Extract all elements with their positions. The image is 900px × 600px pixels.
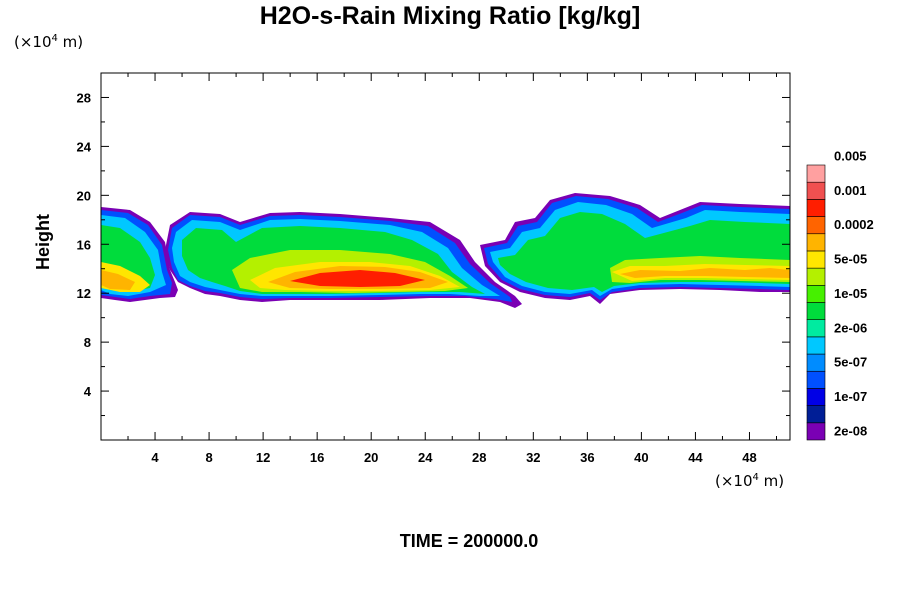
cloud-layer-orange	[101, 270, 135, 290]
x-tick-label: 44	[688, 450, 703, 465]
colorbar-swatch	[806, 216, 826, 235]
colorbar-swatch	[806, 353, 826, 372]
colorbar-swatch	[806, 370, 826, 389]
y-tick-label: 4	[84, 384, 92, 399]
x-tick-label: 4	[151, 450, 159, 465]
chart-title: H2O-s-Rain Mixing Ratio [kg/kg]	[259, 2, 641, 30]
x-tick-label: 8	[205, 450, 212, 465]
y-axis-unit: (×104 m)	[14, 33, 84, 51]
colorbar-swatch	[806, 199, 826, 217]
colorbar-swatch	[806, 319, 826, 338]
rain-mixing-ratio-field	[101, 193, 790, 308]
x-tick-label: 12	[256, 450, 270, 465]
colorbar-label: 0.005	[834, 148, 867, 163]
colorbar-label: 2e-08	[834, 423, 867, 438]
colorbar: 2e-08 1e-07 5e-07 2e-06 1e-05 5e-05 0.0002 0.00…	[806, 148, 874, 441]
colorbar-swatch	[806, 164, 826, 183]
x-tick-label: 36	[580, 450, 594, 465]
x-tick-label: 16	[310, 450, 324, 465]
x-tick-label: 24	[418, 450, 433, 465]
colorbar-swatch	[806, 233, 826, 252]
cloud-central-red	[290, 270, 425, 287]
colorbar-label: 1e-05	[834, 286, 867, 301]
x-tick-label: 32	[526, 450, 540, 465]
colorbar-swatch	[806, 267, 826, 286]
y-tick-label: 12	[77, 286, 91, 301]
y-tick-label: 16	[77, 237, 91, 252]
colorbar-swatch	[806, 422, 826, 441]
x-tick-label: 40	[634, 450, 648, 465]
x-axis-unit: (×104 m)	[715, 472, 785, 490]
colorbar-label: 1e-07	[834, 389, 867, 404]
x-tick-label: 20	[364, 450, 378, 465]
time-footer: TIME = 200000.0	[399, 531, 539, 551]
colorbar-swatch	[806, 285, 826, 303]
colorbar-swatch	[806, 302, 826, 320]
colorbar-swatch	[806, 388, 826, 406]
colorbar-label: 0.001	[834, 183, 867, 198]
colorbar-label: 5e-07	[834, 355, 867, 370]
plot-frame	[100, 72, 791, 441]
y-tick-label: 28	[77, 90, 91, 105]
colorbar-label: 2e-06	[834, 320, 867, 335]
colorbar-swatch	[806, 250, 826, 269]
x-tick-label: 48	[742, 450, 756, 465]
y-tick-label: 20	[77, 188, 91, 203]
colorbar-swatch	[806, 336, 826, 355]
cloud-right-orange	[620, 268, 790, 278]
colorbar-label: 5e-05	[834, 252, 867, 267]
colorbar-swatch	[806, 181, 826, 200]
y-tick-label: 8	[84, 335, 91, 350]
y-tick-label: 24	[77, 139, 92, 154]
colorbar-label: 0.0002	[834, 217, 874, 232]
colorbar-swatch	[806, 405, 826, 424]
x-tick-label: 28	[472, 450, 486, 465]
